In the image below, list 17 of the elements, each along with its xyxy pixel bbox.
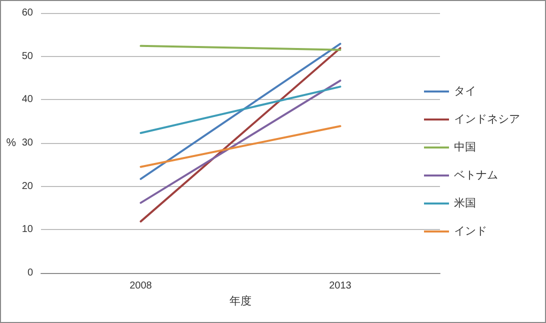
legend-label: タイ <box>454 86 476 98</box>
y-tick-label: 10 <box>22 224 34 236</box>
legend-label: ベトナム <box>454 170 498 182</box>
x-tick-label: 2008 <box>130 280 152 292</box>
y-tick-label: 30 <box>22 138 34 148</box>
y-axis-title: % <box>6 137 16 149</box>
legend-label: インドネシア <box>454 114 520 126</box>
legend-label: インド <box>454 226 487 238</box>
y-tick-label: 60 <box>22 8 34 18</box>
x-axis-title: 年度 <box>230 294 252 308</box>
y-tick-label: 50 <box>22 50 34 62</box>
y-tick-label: 40 <box>22 94 34 106</box>
x-tick-label: 2013 <box>329 280 352 292</box>
y-tick-label: 20 <box>22 180 34 192</box>
legend-label: 米国 <box>454 196 476 210</box>
legend-label: 中国 <box>454 140 476 154</box>
y-tick-label: 0 <box>27 268 34 278</box>
